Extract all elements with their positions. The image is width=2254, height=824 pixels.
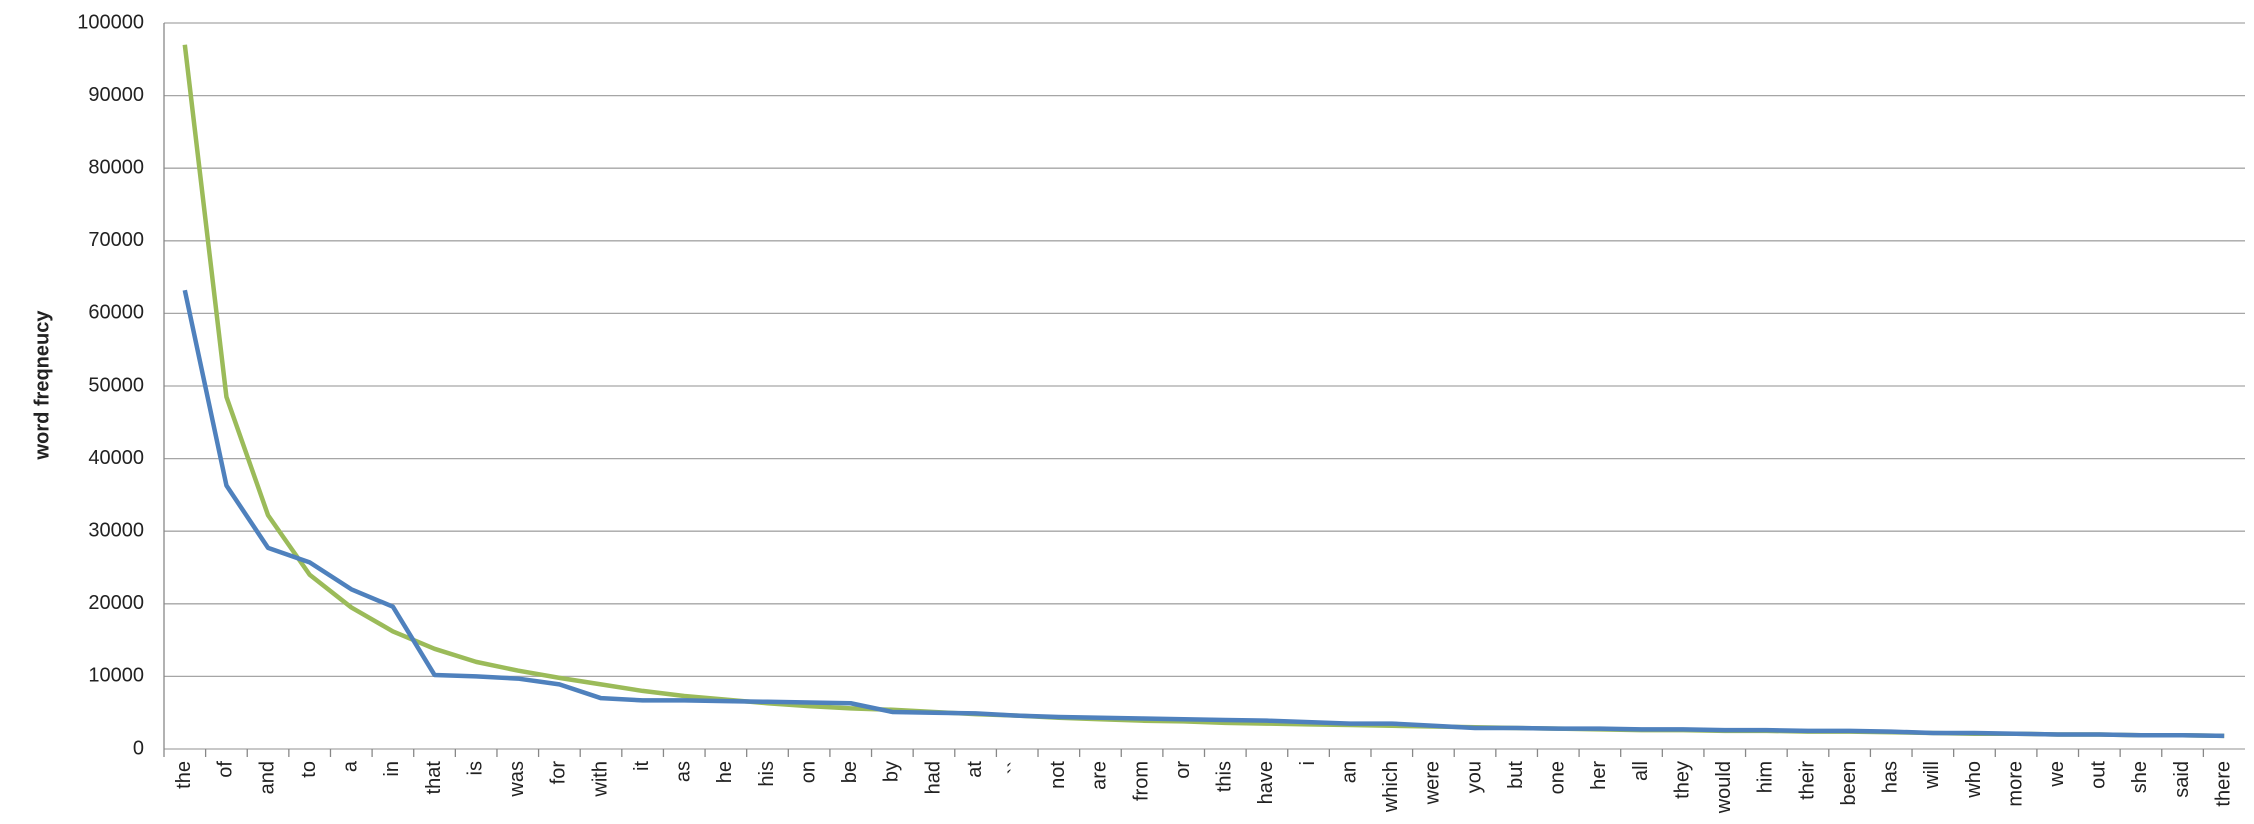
- x-tick-label: is: [464, 761, 486, 775]
- y-tick-label: 100000: [77, 11, 144, 33]
- x-tick-label: you: [1463, 761, 1485, 793]
- x-tick-label: one: [1547, 761, 1569, 794]
- x-tick-label: been: [1838, 761, 1860, 806]
- y-tick-label: 80000: [88, 156, 144, 178]
- x-tick-label: has: [1880, 761, 1902, 793]
- y-tick-label: 40000: [88, 447, 144, 469]
- x-tick-label: him: [1755, 761, 1777, 793]
- x-tick-label: in: [381, 761, 403, 777]
- x-tick-label: to: [298, 761, 320, 778]
- x-tick-label: will: [1921, 761, 1943, 790]
- x-tick-label: there: [2212, 761, 2234, 807]
- y-tick-label: 50000: [88, 374, 144, 396]
- x-tick-label: or: [1172, 761, 1194, 779]
- x-tick-label: he: [714, 761, 736, 783]
- x-tick-label: have: [1255, 761, 1277, 804]
- x-tick-label: were: [1422, 761, 1444, 805]
- x-tick-label: it: [631, 761, 653, 771]
- x-tick-label: which: [1380, 761, 1402, 813]
- x-tick-label: she: [2129, 761, 2151, 793]
- x-tick-label: more: [2004, 761, 2026, 807]
- x-tick-label: be: [839, 761, 861, 783]
- y-tick-label: 60000: [88, 302, 144, 324]
- x-tick-label: i: [1297, 761, 1319, 765]
- x-tick-label: as: [673, 761, 695, 782]
- x-tick-label: was: [506, 761, 528, 798]
- x-tick-label: all: [1630, 761, 1652, 781]
- x-tick-label: for: [548, 761, 570, 785]
- x-tick-label: her: [1588, 761, 1610, 790]
- y-tick-label: 0: [133, 737, 144, 759]
- x-tick-label: an: [1338, 761, 1360, 783]
- y-tick-label: 10000: [88, 665, 144, 687]
- x-tick-label: on: [797, 761, 819, 783]
- y-tick-label: 70000: [88, 229, 144, 251]
- y-axis-label: word freqneucy: [31, 310, 53, 461]
- x-tick-label: and: [256, 761, 278, 794]
- x-tick-label: had: [922, 761, 944, 794]
- x-tick-label: at: [964, 761, 986, 778]
- x-tick-label: this: [1214, 761, 1236, 792]
- x-tick-label: of: [215, 761, 237, 778]
- y-tick-label: 20000: [88, 592, 144, 614]
- x-tick-label: a: [340, 760, 362, 772]
- x-tick-label: are: [1089, 761, 1111, 790]
- x-tick-label: with: [589, 761, 611, 798]
- x-tick-label: not: [1047, 761, 1069, 789]
- x-tick-label: their: [1796, 761, 1818, 800]
- x-tick-label: would: [1713, 761, 1735, 814]
- x-tick-label: his: [756, 761, 778, 787]
- x-tick-label: who: [1963, 761, 1985, 799]
- x-tick-label: we: [2046, 761, 2068, 788]
- y-tick-label: 30000: [88, 519, 144, 541]
- x-tick-label: but: [1505, 761, 1527, 789]
- y-tick-label: 90000: [88, 84, 144, 106]
- series-line: [182, 289, 2225, 739]
- series-line: [182, 44, 2225, 739]
- x-tick-label: said: [2171, 761, 2193, 798]
- x-tick-label: from: [1130, 761, 1152, 801]
- x-tick-label: out: [2088, 761, 2110, 789]
- x-tick-label: they: [1671, 761, 1693, 799]
- x-tick-label: by: [881, 761, 903, 782]
- x-tick-label: ``: [1005, 761, 1027, 774]
- x-tick-label: that: [423, 761, 445, 795]
- x-tick-label: the: [173, 761, 195, 789]
